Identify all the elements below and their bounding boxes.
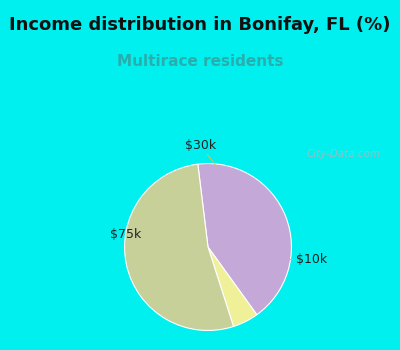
Wedge shape [208, 247, 257, 327]
Text: $75k: $75k [110, 228, 156, 241]
Text: Income distribution in Bonifay, FL (%): Income distribution in Bonifay, FL (%) [9, 16, 391, 34]
Wedge shape [124, 164, 234, 330]
Wedge shape [198, 163, 292, 315]
Text: Multirace residents: Multirace residents [117, 54, 283, 69]
Text: $10k: $10k [251, 253, 327, 266]
Text: City-Data.com: City-Data.com [307, 149, 381, 159]
Text: $30k: $30k [185, 139, 216, 166]
